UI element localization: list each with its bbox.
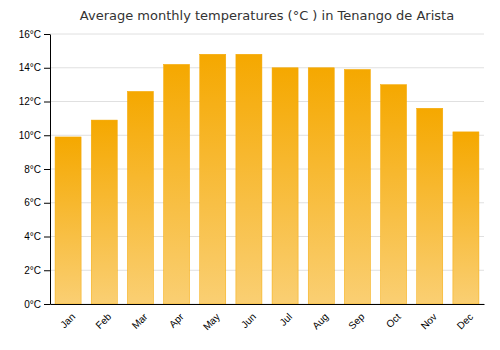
tick-mark xyxy=(44,102,50,103)
tick: Jun xyxy=(239,311,258,330)
tick: Aug xyxy=(310,311,330,331)
grid xyxy=(50,34,484,304)
tick: Dec xyxy=(455,311,475,331)
tick-label: Sep xyxy=(346,311,367,332)
tick-mark xyxy=(44,304,50,305)
tick-label: Aug xyxy=(310,311,330,331)
bar xyxy=(200,54,226,304)
tick: 10°C xyxy=(19,130,50,141)
grid-line xyxy=(50,34,484,35)
tick-mark xyxy=(44,237,50,238)
tick: Apr xyxy=(167,311,186,330)
tick: Jan xyxy=(58,311,77,330)
tick: 0°C xyxy=(24,299,50,310)
title: Average monthly temperatures (°C ) in Te… xyxy=(80,8,454,23)
tick-label: 16°C xyxy=(19,29,41,40)
tick-mark xyxy=(44,270,50,271)
tick-label: Oct xyxy=(384,311,403,330)
tick-label: 14°C xyxy=(19,62,41,73)
tick-mark xyxy=(44,203,50,204)
axis-line xyxy=(50,35,51,305)
bar xyxy=(453,132,479,304)
grid-line xyxy=(50,101,484,102)
tick-label: 12°C xyxy=(19,96,41,107)
bar xyxy=(308,68,334,304)
tick-mark xyxy=(44,34,50,35)
tick-label: Jan xyxy=(58,311,77,330)
tick: Mar xyxy=(130,311,150,331)
tick: 16°C xyxy=(19,29,50,40)
tick-mark xyxy=(44,169,50,170)
x-axis: Jan Feb Mar Apr May Jun Jul Aug Sep Oct Nov Dec xyxy=(51,305,485,333)
tick-label: 0°C xyxy=(24,299,41,310)
tick: 12°C xyxy=(19,96,50,107)
grid-line xyxy=(50,67,484,68)
bar xyxy=(164,64,190,304)
tick-label: May xyxy=(201,311,222,332)
y-axis: 0°C 2°C 4°C 6°C 8°C 10°C 12°C 14°C 16°C xyxy=(19,29,51,310)
tick-mark xyxy=(44,135,50,136)
tick: 14°C xyxy=(19,62,50,73)
bar xyxy=(236,54,262,304)
bar xyxy=(91,120,117,304)
tick: May xyxy=(201,311,222,332)
tick-label: Feb xyxy=(93,311,113,331)
tick-label: Jun xyxy=(239,311,258,330)
plot: 0°C 2°C 4°C 6°C 8°C 10°C 12°C 14°C 16°C Jan Feb Mar… xyxy=(19,29,485,333)
bars xyxy=(55,54,479,304)
tick: 2°C xyxy=(24,265,50,276)
tick: Nov xyxy=(419,311,439,331)
tick: 6°C xyxy=(24,197,50,208)
tick-mark xyxy=(44,68,50,69)
tick: 8°C xyxy=(24,164,50,175)
tick: Oct xyxy=(384,311,403,330)
tick-label: 8°C xyxy=(24,164,41,175)
tick-label: Dec xyxy=(455,311,475,331)
tick: 4°C xyxy=(24,231,50,242)
tick-label: Mar xyxy=(130,311,150,331)
tick-label: Apr xyxy=(167,311,186,330)
bar xyxy=(55,137,81,304)
axis-line xyxy=(51,304,485,305)
tick-label: 2°C xyxy=(24,265,41,276)
tick: Feb xyxy=(93,311,113,331)
tick: Sep xyxy=(346,311,367,332)
tick-label: 10°C xyxy=(19,130,41,141)
bar xyxy=(127,91,153,304)
bar xyxy=(344,69,370,304)
tick-label: 6°C xyxy=(24,197,41,208)
chart: 0°C 2°C 4°C 6°C 8°C 10°C 12°C 14°C 16°C Jan Feb Mar… xyxy=(0,0,500,350)
tick: Jul xyxy=(277,311,294,328)
tick-label: 4°C xyxy=(24,231,41,242)
bar xyxy=(417,108,443,304)
tick-label: Jul xyxy=(277,311,294,328)
bar xyxy=(381,85,407,304)
tick-label: Nov xyxy=(419,311,439,331)
bar xyxy=(272,68,298,304)
